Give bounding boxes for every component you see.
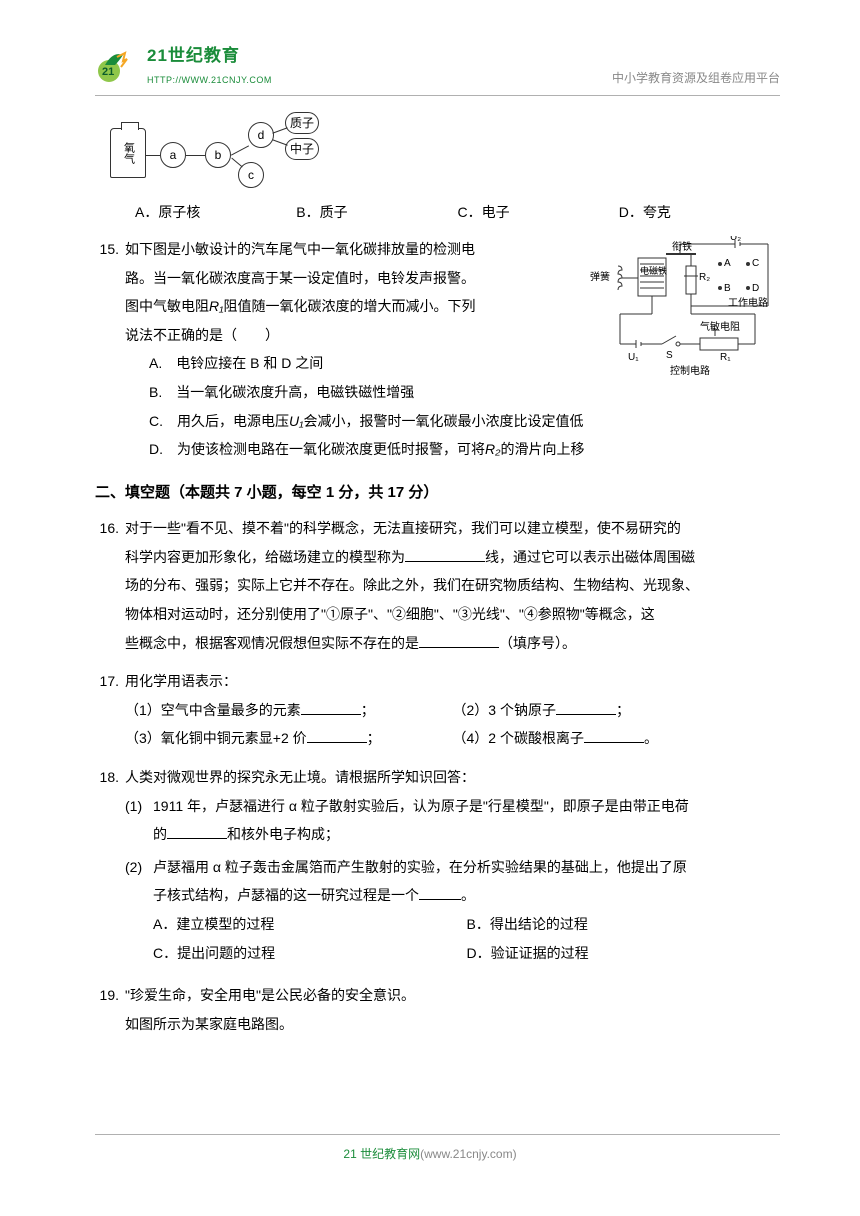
q16-l2: 科学内容更加形象化，给磁场建立的模型称为线，通过它可以表示出磁体周围磁 xyxy=(125,544,780,571)
blank-18-2[interactable] xyxy=(419,886,461,900)
oxygen-bottle: 氧气 xyxy=(110,128,146,178)
q18-opts: A．建立模型的过程 B．得出结论的过程 C．提出问题的过程 D．验证证据的过程 xyxy=(153,911,780,968)
q18-1: (1) 1911 年，卢瑟福进行 α 粒子散射实验后，认为原子是"行星模型"，即… xyxy=(125,793,780,850)
q16-l4: 物体相对运动时，还分别使用了"①原子"、"②细胞"、"③光线"、"④参照物"等概… xyxy=(125,601,780,628)
blank-magnetic-line[interactable] xyxy=(405,548,485,562)
blank-17-4[interactable] xyxy=(584,729,644,743)
section-2-title: 二、填空题（本题共 7 小题，每空 1 分，共 17 分） xyxy=(95,479,780,508)
svg-text:衔铁: 衔铁 xyxy=(672,240,692,253)
q16-body: 对于一些"看不见、摸不着"的科学概念，无法直接研究，我们可以建立模型，使不易研究… xyxy=(125,515,780,658)
q18-opt-d: D．验证证据的过程 xyxy=(467,940,781,967)
q19-l2: 如图所示为某家庭电路图。 xyxy=(125,1011,780,1038)
logo: 21 21世纪教育 HTTP://WWW.21CNJY.COM xyxy=(95,40,272,89)
q18-body: 人类对微观世界的探究永无止境。请根据所学知识回答： (1) 1911 年，卢瑟福… xyxy=(125,764,780,972)
q14-opt-a: A．原子核 xyxy=(135,199,296,226)
svg-text:R₁: R₁ xyxy=(720,352,731,363)
svg-text:A: A xyxy=(724,258,731,269)
q17-row1: （1）空气中含量最多的元素； （2）3 个钠原子； xyxy=(125,697,780,724)
q16: 16. 对于一些"看不见、摸不着"的科学概念，无法直接研究，我们可以建立模型，使… xyxy=(95,515,780,658)
blank-17-3[interactable] xyxy=(307,729,367,743)
svg-text:电磁铁: 电磁铁 xyxy=(640,265,667,276)
q17-4: （4）2 个碳酸根离子。 xyxy=(453,725,781,752)
q15-opt-d: D. 为使该检测电路在一氧化碳浓度更低时报警，可将R₂的滑片向上移 xyxy=(125,436,780,463)
q17-title: 用化学用语表示： xyxy=(125,668,780,695)
logo-text: 21世纪教育 HTTP://WWW.21CNJY.COM xyxy=(147,40,272,89)
svg-text:弹簧: 弹簧 xyxy=(590,270,610,283)
node-d: d xyxy=(248,122,274,148)
q14-opt-b: B．质子 xyxy=(296,199,457,226)
q19: 19. "珍爱生命，安全用电"是公民必备的安全意识。 如图所示为某家庭电路图。 xyxy=(95,982,780,1039)
atom-diagram: 氧气 a b c d 质子 中子 xyxy=(110,120,780,195)
circuit-diagram: U₂ AC BD R₂ 工作电路 弹簧 电磁铁 衔铁 气敏电阻 R₁ U₁ S … xyxy=(580,236,780,376)
q15-opt-b: B. 当一氧化碳浓度升高，电磁铁磁性增强 xyxy=(125,379,780,406)
svg-text:U₂: U₂ xyxy=(730,236,741,243)
q14-options: A．原子核 B．质子 C．电子 D．夸克 xyxy=(135,199,780,226)
q17: 17. 用化学用语表示： （1）空气中含量最多的元素； （2）3 个钠原子； （… xyxy=(95,668,780,754)
q18-opt-b: B．得出结论的过程 xyxy=(467,911,781,938)
neutron-label: 中子 xyxy=(285,138,319,160)
svg-text:R₂: R₂ xyxy=(699,272,710,283)
blank-18-1[interactable] xyxy=(167,825,227,839)
logo-url: HTTP://WWW.21CNJY.COM xyxy=(147,72,272,89)
q15: 15. xyxy=(95,236,780,465)
svg-text:气敏电阻: 气敏电阻 xyxy=(700,320,740,333)
svg-text:控制电路: 控制电路 xyxy=(670,364,710,376)
header-divider xyxy=(95,95,780,96)
page-footer: 21 世纪教育网(www.21cnjy.com) xyxy=(0,1134,860,1166)
q16-l1: 对于一些"看不见、摸不着"的科学概念，无法直接研究，我们可以建立模型，使不易研究… xyxy=(125,515,780,542)
footer-text: 21 世纪教育网(www.21cnjy.com) xyxy=(0,1143,860,1166)
logo-icon: 21 xyxy=(95,43,143,87)
svg-text:S: S xyxy=(666,350,673,361)
q17-3: （3）氧化铜中铜元素显+2 价； xyxy=(125,725,453,752)
node-b: b xyxy=(205,142,231,168)
blank-17-1[interactable] xyxy=(301,701,361,715)
q18-opt-a: A．建立模型的过程 xyxy=(153,911,467,938)
header-subtitle: 中小学教育资源及组卷应用平台 xyxy=(612,67,780,90)
q14-opt-d: D．夸克 xyxy=(619,199,780,226)
q19-l1: "珍爱生命，安全用电"是公民必备的安全意识。 xyxy=(125,982,780,1009)
q18: 18. 人类对微观世界的探究永无止境。请根据所学知识回答： (1) 1911 年… xyxy=(95,764,780,972)
q18-num: 18. xyxy=(95,764,125,972)
q19-body: "珍爱生命，安全用电"是公民必备的安全意识。 如图所示为某家庭电路图。 xyxy=(125,982,780,1039)
q18-2: (2) 卢瑟福用 α 粒子轰击金属箔而产生散射的实验，在分析实验结果的基础上，他… xyxy=(125,854,780,968)
svg-text:D: D xyxy=(752,283,759,294)
q15-body: U₂ AC BD R₂ 工作电路 弹簧 电磁铁 衔铁 气敏电阻 R₁ U₁ S … xyxy=(125,236,780,465)
svg-text:B: B xyxy=(724,283,731,294)
q17-row2: （3）氧化铜中铜元素显+2 价； （4）2 个碳酸根离子。 xyxy=(125,725,780,752)
q17-num: 17. xyxy=(95,668,125,754)
blank-concept-num[interactable] xyxy=(419,634,499,648)
q17-2: （2）3 个钠原子； xyxy=(453,697,781,724)
svg-text:C: C xyxy=(752,258,759,269)
logo-title: 21世纪教育 xyxy=(147,40,272,72)
q14-opt-c: C．电子 xyxy=(458,199,619,226)
q18-title: 人类对微观世界的探究永无止境。请根据所学知识回答： xyxy=(125,764,780,791)
q15-num: 15. xyxy=(95,236,125,465)
q19-num: 19. xyxy=(95,982,125,1039)
blank-17-2[interactable] xyxy=(556,701,616,715)
node-a: a xyxy=(160,142,186,168)
q18-opt-c: C．提出问题的过程 xyxy=(153,940,467,967)
q17-body: 用化学用语表示： （1）空气中含量最多的元素； （2）3 个钠原子； （3）氧化… xyxy=(125,668,780,754)
q16-l3: 场的分布、强弱；实际上它并不存在。除此之外，我们在研究物质结构、生物结构、光现象… xyxy=(125,572,780,599)
proton-label: 质子 xyxy=(285,112,319,134)
page-header: 21 21世纪教育 HTTP://WWW.21CNJY.COM 中小学教育资源及… xyxy=(95,40,780,89)
footer-divider xyxy=(95,1134,780,1135)
q15-opt-c: C. 用久后，电源电压U₁会减小，报警时一氧化碳最小浓度比设定值低 xyxy=(125,408,780,435)
svg-text:工作电路: 工作电路 xyxy=(728,296,768,309)
q17-1: （1）空气中含量最多的元素； xyxy=(125,697,453,724)
svg-text:21: 21 xyxy=(102,66,114,78)
q16-l5: 些概念中，根据客观情况假想但实际不存在的是（填序号）。 xyxy=(125,630,780,657)
q16-num: 16. xyxy=(95,515,125,658)
svg-text:U₁: U₁ xyxy=(628,352,639,363)
